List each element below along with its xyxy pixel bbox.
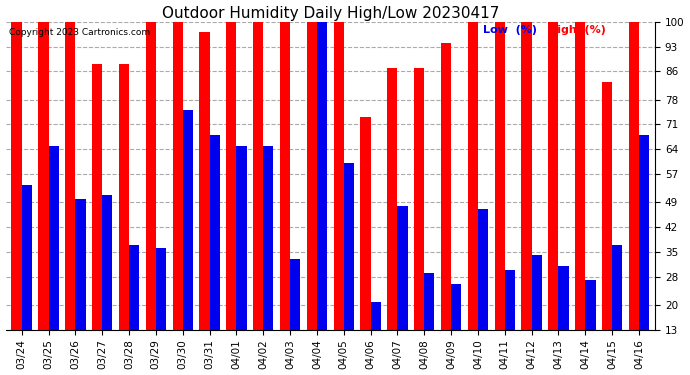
Bar (629, 22, 639, 375)
Bar (612, 245, 622, 375)
Text: High  (%): High (%) (548, 25, 606, 35)
Bar (210, 135, 219, 375)
Bar (237, 146, 246, 375)
Bar (146, 22, 156, 375)
Bar (280, 22, 290, 375)
Bar (172, 22, 183, 375)
Bar (12, 22, 21, 375)
Bar (424, 273, 435, 375)
Text: Copyright 2023 Cartronics.com: Copyright 2023 Cartronics.com (9, 28, 150, 37)
Bar (39, 22, 48, 375)
Bar (48, 146, 59, 375)
Bar (102, 195, 112, 375)
Bar (397, 206, 408, 375)
Bar (639, 135, 649, 375)
Bar (226, 22, 237, 375)
Bar (468, 22, 478, 375)
Bar (317, 22, 327, 375)
Bar (531, 255, 542, 375)
Bar (451, 284, 462, 375)
Bar (119, 64, 129, 375)
Bar (387, 68, 397, 375)
Bar (21, 184, 32, 375)
Bar (371, 302, 381, 375)
Title: Outdoor Humidity Daily High/Low 20230417: Outdoor Humidity Daily High/Low 20230417 (161, 6, 499, 21)
Bar (75, 199, 86, 375)
Bar (290, 259, 300, 375)
Bar (92, 64, 102, 375)
Bar (183, 110, 193, 375)
Bar (65, 22, 75, 375)
Bar (360, 117, 371, 375)
Bar (253, 22, 263, 375)
Bar (585, 280, 595, 375)
Bar (602, 82, 612, 375)
Bar (505, 270, 515, 375)
Bar (263, 146, 273, 375)
Bar (129, 245, 139, 375)
Bar (344, 164, 354, 375)
Bar (333, 22, 344, 375)
Bar (522, 22, 531, 375)
Bar (549, 22, 558, 375)
Bar (495, 22, 505, 375)
Bar (575, 22, 585, 375)
Text: Low  (%): Low (%) (483, 25, 537, 35)
Bar (441, 43, 451, 375)
Bar (307, 22, 317, 375)
Bar (414, 68, 424, 375)
Bar (199, 32, 210, 375)
Bar (156, 248, 166, 375)
Bar (558, 266, 569, 375)
Bar (478, 209, 488, 375)
